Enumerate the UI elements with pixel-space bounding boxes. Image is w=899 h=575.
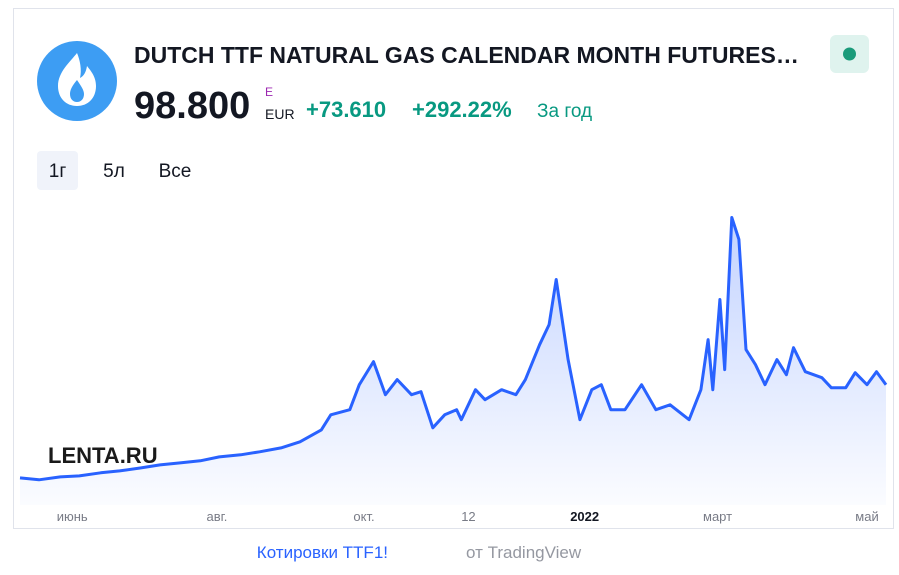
- change-percent: +292.22%: [412, 97, 512, 122]
- period: За год: [537, 101, 592, 122]
- price: 98.800: [134, 85, 250, 127]
- x-tick-label: авг.: [206, 509, 227, 524]
- range-button[interactable]: 1г: [49, 161, 67, 182]
- currency: EUR: [265, 106, 295, 122]
- flame-icon: [58, 53, 96, 106]
- range-button[interactable]: Все: [159, 161, 192, 182]
- x-tick-label: май: [855, 509, 878, 524]
- footer-link[interactable]: Котировки TTF1!: [257, 543, 388, 562]
- footer-source: от TradingView: [466, 543, 582, 562]
- watermark: LENTA.RU: [48, 443, 158, 468]
- range-active-bg: [37, 151, 78, 190]
- x-tick-label: март: [703, 509, 732, 524]
- logo: [37, 41, 117, 121]
- status-dot: [843, 47, 856, 61]
- x-tick-label: июнь: [57, 509, 88, 524]
- area: [20, 217, 886, 505]
- x-tick-label: окт.: [353, 509, 374, 524]
- change: +73.610: [306, 97, 386, 122]
- range-button[interactable]: 5л: [103, 161, 125, 182]
- price-line: [19, 216, 888, 482]
- x-tick-label: 12: [461, 509, 475, 524]
- currency-symbol: E: [265, 85, 273, 99]
- x-tick-label: 2022: [570, 509, 599, 524]
- instrument-title: DUTCH TTF NATURAL GAS CALENDAR MONTH FUT…: [134, 42, 799, 68]
